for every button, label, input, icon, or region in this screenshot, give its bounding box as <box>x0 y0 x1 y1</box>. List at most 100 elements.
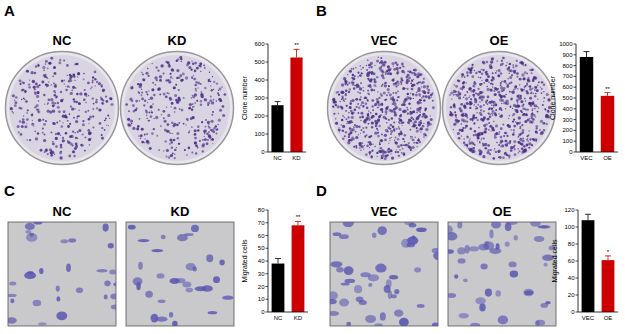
colony <box>545 123 547 125</box>
colony <box>100 98 103 101</box>
colony <box>75 145 78 148</box>
colony <box>487 103 489 105</box>
colony <box>105 119 107 121</box>
colony <box>166 123 169 126</box>
colony <box>371 116 374 119</box>
colony <box>533 76 536 79</box>
colony <box>213 89 214 90</box>
colony <box>498 144 500 146</box>
colony <box>174 154 175 155</box>
colony <box>380 70 382 72</box>
panel-letter: C <box>4 182 15 199</box>
colony <box>89 115 92 118</box>
colony <box>170 106 171 107</box>
colony <box>344 135 346 137</box>
colony <box>62 137 64 139</box>
colony <box>333 113 335 115</box>
colony <box>174 149 176 151</box>
colony <box>530 93 531 94</box>
colony <box>390 97 393 100</box>
colony <box>399 123 401 125</box>
colony <box>357 72 359 74</box>
colony <box>490 149 492 151</box>
colony <box>500 63 503 66</box>
colony <box>374 65 375 66</box>
colony <box>105 96 107 98</box>
colony <box>363 90 365 92</box>
colony <box>360 96 362 98</box>
colony <box>179 108 181 110</box>
colony <box>105 117 107 119</box>
colony <box>403 134 406 137</box>
colony <box>488 129 490 131</box>
colony <box>141 72 143 74</box>
plate-rim <box>443 52 556 165</box>
colony <box>520 100 523 103</box>
colony <box>513 89 514 90</box>
plate-surface <box>9 55 115 161</box>
colony <box>492 72 494 74</box>
colony <box>347 74 348 75</box>
colony <box>34 131 36 133</box>
colony <box>178 143 180 145</box>
colony <box>410 93 411 94</box>
colony <box>197 129 199 131</box>
colony <box>219 109 222 112</box>
colony <box>163 92 166 95</box>
colony <box>139 100 141 102</box>
colony <box>157 70 159 72</box>
colony <box>371 150 372 151</box>
colony <box>470 118 473 121</box>
colony <box>367 90 369 92</box>
colony <box>368 136 371 139</box>
colony <box>138 85 141 88</box>
colony <box>402 111 403 112</box>
colony <box>34 72 37 75</box>
colony <box>454 111 456 113</box>
colony <box>519 84 521 86</box>
colony <box>520 97 522 99</box>
colony <box>140 134 143 137</box>
colony <box>381 155 383 157</box>
colony <box>140 94 142 96</box>
colony <box>418 93 421 96</box>
plate-rim <box>6 52 119 165</box>
image-label: OE <box>490 33 509 48</box>
colony <box>541 92 543 94</box>
colony <box>417 75 418 76</box>
colony <box>416 111 418 113</box>
colony <box>471 66 474 69</box>
colony <box>144 135 145 136</box>
colony <box>536 89 539 92</box>
colony <box>355 67 357 69</box>
colony <box>72 74 74 76</box>
colony <box>375 122 378 125</box>
colony <box>191 76 193 78</box>
colony <box>55 92 57 94</box>
colony <box>168 93 170 95</box>
colony <box>503 102 504 103</box>
colony <box>378 103 381 106</box>
colony <box>424 107 427 110</box>
colony <box>213 99 215 101</box>
colony <box>70 106 72 108</box>
colony <box>406 79 409 82</box>
colony <box>355 131 357 133</box>
colony <box>531 121 534 124</box>
colony <box>497 69 500 72</box>
colony <box>407 88 409 90</box>
colony <box>384 157 387 160</box>
cell <box>9 281 16 285</box>
colony <box>147 94 149 96</box>
colony <box>420 102 422 104</box>
colony <box>409 71 412 74</box>
colony <box>397 145 400 148</box>
colony <box>424 116 427 119</box>
colony <box>333 106 335 108</box>
colony <box>488 108 490 110</box>
colony <box>384 61 387 64</box>
colony <box>363 122 365 124</box>
colony <box>127 118 130 121</box>
colony <box>401 104 403 106</box>
colony <box>379 115 381 117</box>
